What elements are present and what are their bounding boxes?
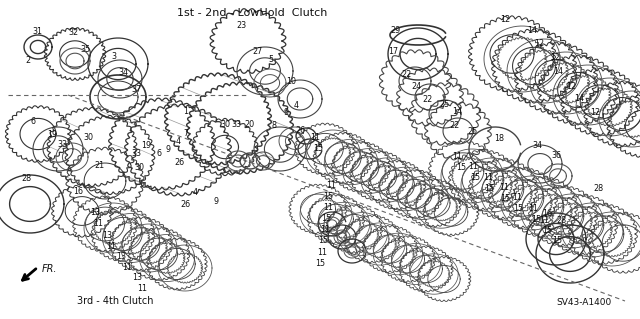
Text: 4: 4 (193, 189, 198, 197)
Text: 15: 15 (470, 173, 481, 182)
Text: 28: 28 (557, 216, 567, 225)
Text: 12: 12 (550, 53, 561, 62)
Text: 33: 33 (58, 140, 68, 149)
Text: 30: 30 (134, 163, 145, 172)
Text: 11: 11 (310, 133, 321, 142)
Text: 25: 25 (440, 100, 450, 109)
Text: 6: 6 (31, 117, 36, 126)
Text: 15: 15 (456, 163, 466, 172)
Text: 11: 11 (137, 284, 147, 293)
Text: 11: 11 (323, 203, 333, 212)
Text: 31: 31 (32, 27, 42, 36)
Text: 9: 9 (166, 145, 171, 154)
Text: 18: 18 (494, 134, 504, 143)
Text: 29: 29 (390, 26, 401, 35)
Text: 17: 17 (388, 47, 399, 56)
Text: 15: 15 (531, 215, 541, 224)
Text: 3rd - 4th Clutch: 3rd - 4th Clutch (77, 296, 153, 306)
Text: 30: 30 (220, 120, 230, 129)
Text: 9: 9 (213, 197, 218, 206)
Text: 22: 22 (401, 70, 412, 78)
Text: 11: 11 (468, 162, 479, 171)
Text: 11: 11 (539, 216, 549, 225)
Text: 11: 11 (106, 242, 116, 251)
Text: 10: 10 (286, 77, 296, 86)
Text: 1st - 2nd - LowHold  Clutch: 1st - 2nd - LowHold Clutch (177, 8, 327, 18)
Text: 14: 14 (553, 67, 563, 76)
Text: 14: 14 (527, 26, 538, 35)
Text: FR.: FR. (42, 264, 58, 274)
Text: 28: 28 (22, 174, 32, 183)
Text: 15: 15 (313, 144, 323, 153)
Text: 9: 9 (284, 108, 289, 117)
Text: 35: 35 (80, 45, 90, 54)
Text: 11: 11 (499, 183, 509, 192)
Text: 33: 33 (131, 149, 141, 158)
Text: 20: 20 (244, 120, 255, 129)
Text: 1: 1 (183, 107, 188, 116)
Text: 13: 13 (116, 252, 127, 261)
Text: 28: 28 (593, 184, 604, 193)
Text: 33: 33 (232, 120, 242, 129)
Text: 6: 6 (156, 149, 161, 158)
Text: 34: 34 (532, 141, 543, 150)
Text: 13: 13 (102, 231, 113, 240)
Text: 3: 3 (111, 52, 116, 61)
Text: 8: 8 (271, 121, 276, 130)
Text: 4: 4 (175, 137, 180, 146)
Text: 21: 21 (94, 161, 104, 170)
Text: 12: 12 (534, 39, 545, 48)
Text: 11: 11 (122, 263, 132, 272)
Text: 25: 25 (467, 127, 477, 136)
Text: 13: 13 (90, 208, 100, 217)
Text: 26: 26 (296, 126, 306, 135)
Text: 11: 11 (512, 193, 522, 202)
Text: 23: 23 (237, 21, 247, 30)
Text: 11: 11 (326, 181, 336, 189)
Text: 11: 11 (93, 219, 103, 228)
Text: 16: 16 (542, 209, 552, 218)
Text: 19: 19 (141, 141, 151, 150)
Text: 37: 37 (131, 85, 141, 94)
Text: 22: 22 (422, 95, 433, 104)
Text: 13: 13 (132, 273, 143, 282)
Text: 16: 16 (73, 187, 83, 196)
Text: 15: 15 (321, 214, 332, 223)
Text: 5: 5 (268, 56, 273, 64)
Text: 14: 14 (574, 94, 584, 103)
Text: 15: 15 (315, 259, 325, 268)
Text: 7: 7 (183, 130, 188, 138)
Text: 11: 11 (528, 204, 538, 213)
Text: 15: 15 (513, 204, 524, 213)
Text: 12: 12 (590, 108, 600, 117)
Text: SV43-A1400: SV43-A1400 (557, 298, 612, 307)
Text: 15: 15 (484, 184, 495, 193)
Text: 24: 24 (411, 82, 421, 91)
Text: 4: 4 (293, 101, 298, 110)
Text: 30: 30 (83, 133, 93, 142)
Text: 27: 27 (252, 47, 262, 56)
Text: 15: 15 (552, 236, 562, 245)
Text: 15: 15 (500, 194, 511, 203)
Text: 12: 12 (566, 82, 577, 91)
Text: 34: 34 (118, 68, 129, 77)
Text: 11: 11 (320, 225, 330, 234)
Text: 11: 11 (452, 152, 463, 161)
Text: 22: 22 (449, 121, 460, 130)
Text: 26: 26 (174, 158, 184, 167)
Text: 15: 15 (318, 236, 328, 245)
Text: 14: 14 (452, 107, 463, 115)
Text: 15: 15 (323, 192, 333, 201)
Text: 15: 15 (542, 226, 552, 235)
Text: 11: 11 (317, 248, 327, 256)
Text: 11: 11 (483, 173, 493, 182)
Text: 36: 36 (552, 151, 562, 160)
Text: 12: 12 (500, 15, 511, 24)
Text: 32: 32 (68, 28, 79, 37)
Text: 19: 19 (47, 130, 58, 139)
Text: 2: 2 (25, 56, 30, 65)
Text: 26: 26 (180, 200, 191, 209)
